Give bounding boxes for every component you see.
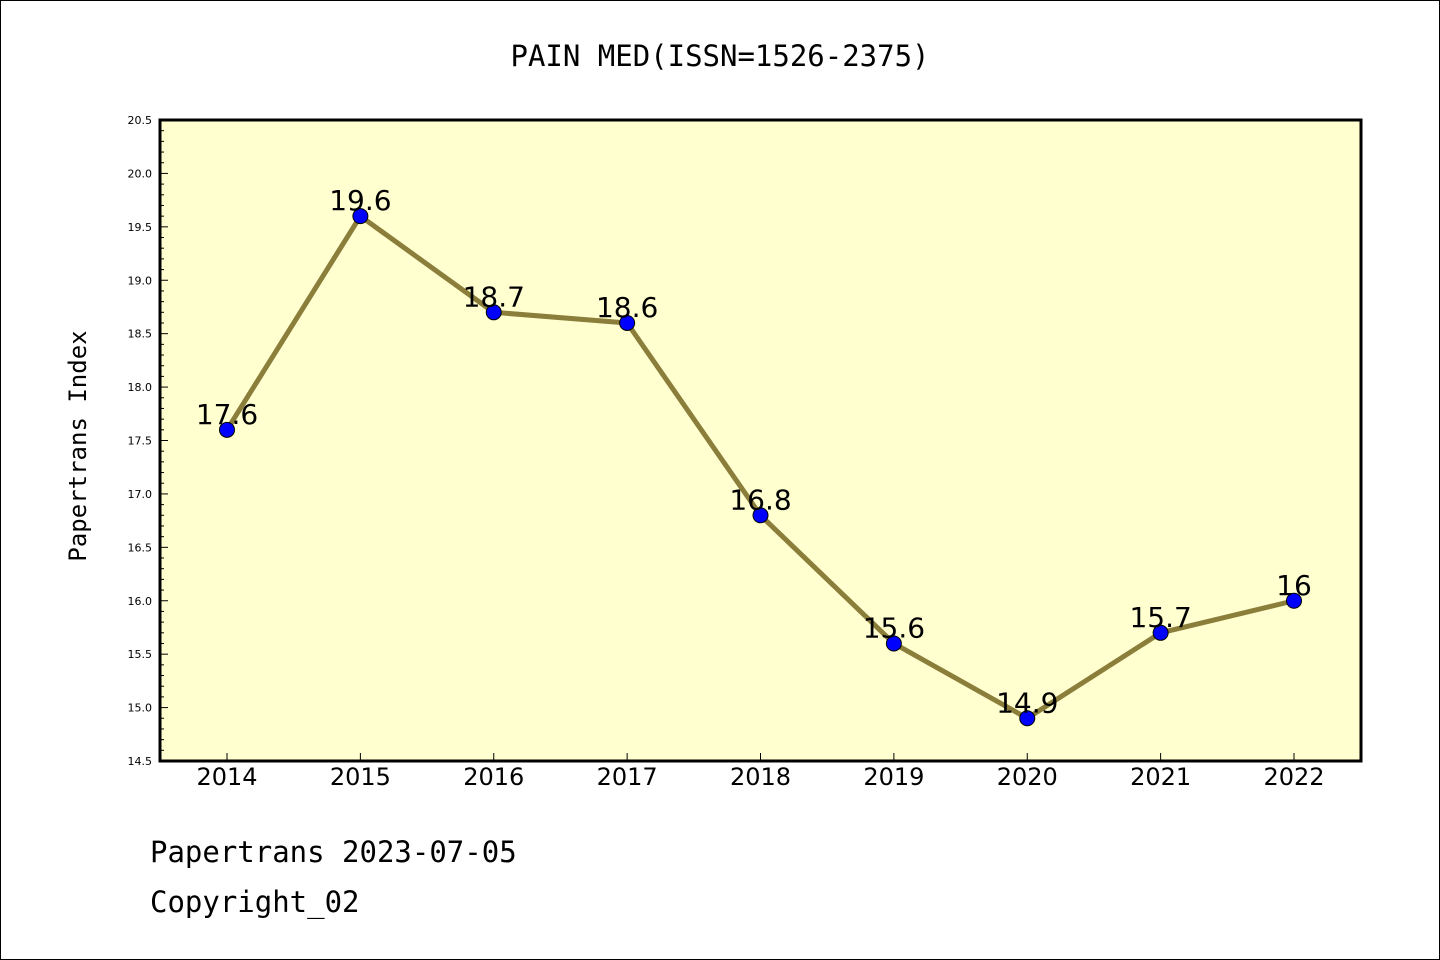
data-label: 19.6 (329, 184, 391, 217)
data-labels-group: 17.6 19.6 18.7 18.6 16.8 15.6 14.9 15.7 16 (196, 184, 1312, 719)
x-tick-label: 2016 (463, 763, 524, 791)
y-tick-label: 17.0 (128, 488, 153, 501)
x-axis-ticks: 2014 2015 2016 2017 2018 2019 2020 2021 2022 (196, 753, 1325, 791)
series-markers-group (219, 208, 1302, 727)
data-label: 15.7 (1129, 601, 1191, 634)
data-point (1019, 710, 1036, 727)
footer-date: Papertrans 2023-07-05 (150, 835, 517, 869)
data-label: 16.8 (729, 483, 791, 516)
data-point (885, 635, 902, 652)
y-tick-label: 16.5 (128, 541, 153, 554)
x-tick-label: 2014 (196, 763, 257, 791)
data-point (485, 304, 502, 321)
data-point (752, 507, 769, 524)
data-point (352, 208, 369, 225)
x-tick-label: 2018 (730, 763, 791, 791)
data-point (619, 314, 636, 331)
y-tick-label: 20.5 (128, 114, 153, 127)
footer-copyright: Copyright_02 (150, 885, 360, 919)
data-label: 18.7 (463, 280, 525, 313)
y-tick-label: 15.0 (128, 702, 153, 715)
data-label: 16 (1276, 569, 1312, 602)
data-label: 15.6 (863, 611, 925, 644)
data-label: 17.6 (196, 398, 258, 431)
x-tick-label: 2019 (863, 763, 924, 791)
y-tick-label: 16.0 (128, 595, 153, 608)
data-label: 18.6 (596, 291, 658, 324)
x-tick-label: 2021 (1130, 763, 1191, 791)
y-tick-label: 18.5 (128, 328, 153, 341)
x-tick-label: 2017 (597, 763, 658, 791)
y-tick-label: 19.5 (128, 221, 153, 234)
y-tick-label: 19.0 (128, 274, 153, 287)
y-axis-ticks: 14.5 15.0 15.5 16.0 16.5 17.0 17.5 18.0 18.5 19.0… (128, 114, 168, 768)
y-tick-label: 15.5 (128, 648, 153, 661)
y-tick-label: 20.0 (128, 167, 153, 180)
x-tick-label: 2022 (1263, 763, 1324, 791)
x-tick-label: 2015 (330, 763, 391, 791)
y-tick-label: 14.5 (128, 755, 153, 768)
y-tick-label: 17.5 (128, 435, 153, 448)
data-point (1152, 624, 1169, 641)
plot-area (158, 118, 1363, 763)
data-point (1286, 592, 1302, 609)
y-tick-label: 18.0 (128, 381, 153, 394)
data-point (219, 421, 235, 438)
data-label: 14.9 (996, 686, 1058, 719)
x-tick-label: 2020 (997, 763, 1058, 791)
chart-title: PAIN MED(ISSN=1526-2375) (510, 39, 929, 73)
y-axis-label: Papertrans Index (64, 330, 92, 561)
